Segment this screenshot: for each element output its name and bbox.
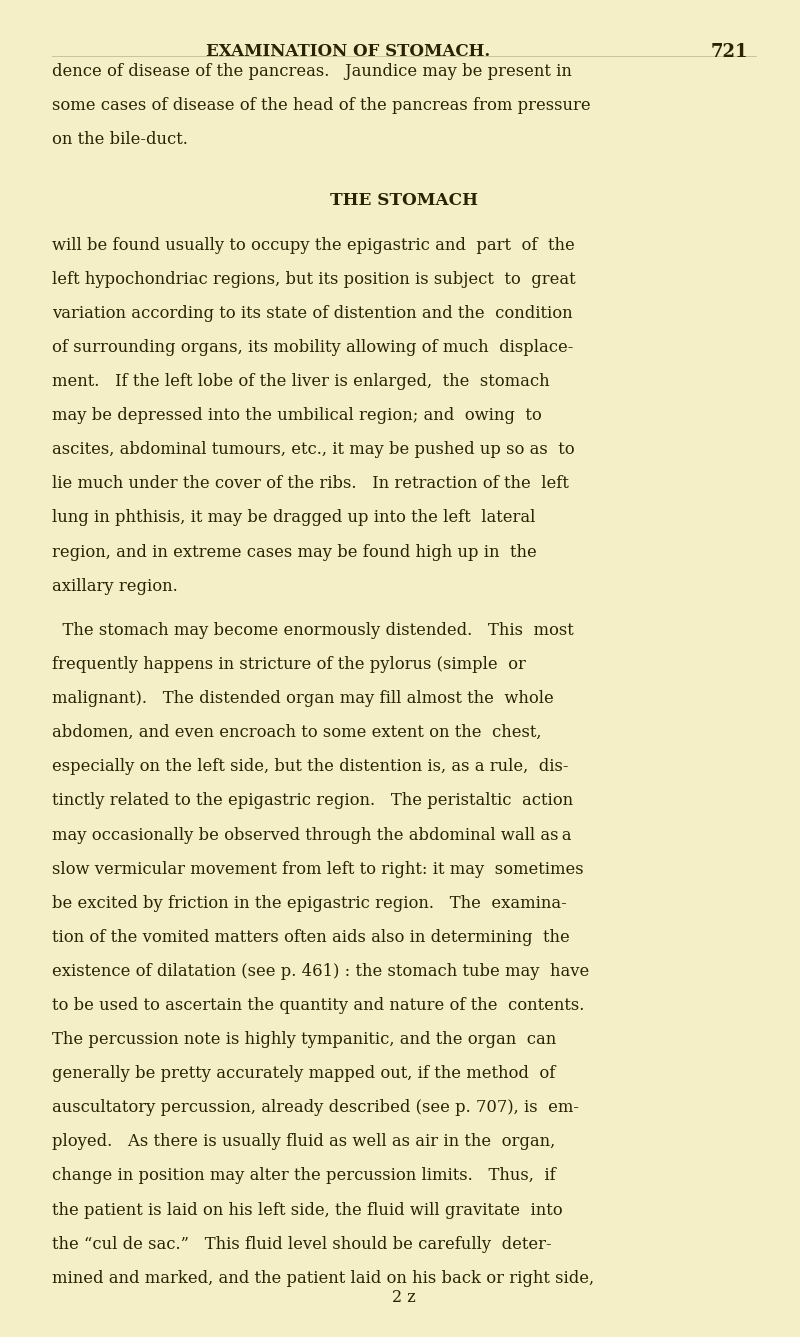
Text: slow vermicular movement from left to right: it may  sometimes: slow vermicular movement from left to ri… (52, 861, 584, 877)
Text: may be depressed into the umbilical region; and  owing  to: may be depressed into the umbilical regi… (52, 408, 542, 424)
Text: The stomach may become enormously distended.   This  most: The stomach may become enormously disten… (52, 622, 574, 639)
Text: lung in phthisis, it may be dragged up into the left  lateral: lung in phthisis, it may be dragged up i… (52, 509, 535, 527)
Text: the “cul de sac.”   This fluid level should be carefully  deter-: the “cul de sac.” This fluid level shoul… (52, 1235, 552, 1253)
Text: left hypochondriac regions, but its position is subject  to  great: left hypochondriac regions, but its posi… (52, 271, 576, 287)
Text: to be used to ascertain the quantity and nature of the  contents.: to be used to ascertain the quantity and… (52, 997, 584, 1013)
Text: existence of dilatation (see p. 461) : the stomach tube may  have: existence of dilatation (see p. 461) : t… (52, 963, 590, 980)
Text: especially on the left side, but the distention is, as a rule,  dis-: especially on the left side, but the dis… (52, 758, 569, 775)
Text: ployed.   As there is usually fluid as well as air in the  organ,: ployed. As there is usually fluid as wel… (52, 1134, 555, 1150)
Text: tinctly related to the epigastric region.   The peristaltic  action: tinctly related to the epigastric region… (52, 793, 573, 809)
Text: 2 z: 2 z (392, 1289, 416, 1306)
Text: tion of the vomited matters often aids also in determining  the: tion of the vomited matters often aids a… (52, 929, 570, 945)
Text: EXAMINATION OF STOMACH.: EXAMINATION OF STOMACH. (206, 43, 490, 60)
Text: be excited by friction in the epigastric region.   The  examina-: be excited by friction in the epigastric… (52, 894, 566, 912)
Text: THE STOMACH: THE STOMACH (330, 193, 478, 210)
Text: some cases of disease of the head of the pancreas from pressure: some cases of disease of the head of the… (52, 98, 590, 114)
Text: auscultatory percussion, already described (see p. 707), is  em-: auscultatory percussion, already describ… (52, 1099, 579, 1116)
Text: change in position may alter the percussion limits.   Thus,  if: change in position may alter the percuss… (52, 1167, 556, 1185)
Text: lie much under the cover of the ribs.   In retraction of the  left: lie much under the cover of the ribs. In… (52, 476, 569, 492)
Text: of surrounding organs, its mobility allowing of much  displace-: of surrounding organs, its mobility allo… (52, 340, 574, 356)
Text: axillary region.: axillary region. (52, 578, 178, 595)
Text: ment.   If the left lobe of the liver is enlarged,  the  stomach: ment. If the left lobe of the liver is e… (52, 373, 550, 390)
Text: dence of disease of the pancreas.   Jaundice may be present in: dence of disease of the pancreas. Jaundi… (52, 63, 572, 80)
Text: may occasionally be observed through the abdominal wall as a: may occasionally be observed through the… (52, 826, 571, 844)
Text: ascites, abdominal tumours, etc., it may be pushed up so as  to: ascites, abdominal tumours, etc., it may… (52, 441, 574, 459)
Text: abdomen, and even encroach to some extent on the  chest,: abdomen, and even encroach to some exten… (52, 725, 542, 741)
Text: mined and marked, and the patient laid on his back or right side,: mined and marked, and the patient laid o… (52, 1270, 594, 1286)
Text: frequently happens in stricture of the pylorus (simple  or: frequently happens in stricture of the p… (52, 656, 526, 673)
Text: will be found usually to occupy the epigastric and  part  of  the: will be found usually to occupy the epig… (52, 237, 574, 254)
Text: generally be pretty accurately mapped out, if the method  of: generally be pretty accurately mapped ou… (52, 1066, 555, 1082)
Text: on the bile-duct.: on the bile-duct. (52, 131, 188, 148)
Text: region, and in extreme cases may be found high up in  the: region, and in extreme cases may be foun… (52, 544, 537, 560)
Text: malignant).   The distended organ may fill almost the  whole: malignant). The distended organ may fill… (52, 690, 554, 707)
Text: 721: 721 (710, 43, 748, 60)
Text: variation according to its state of distention and the  condition: variation according to its state of dist… (52, 305, 573, 322)
Text: the patient is laid on his left side, the fluid will gravitate  into: the patient is laid on his left side, th… (52, 1202, 562, 1218)
Text: The percussion note is highly tympanitic, and the organ  can: The percussion note is highly tympanitic… (52, 1031, 556, 1048)
